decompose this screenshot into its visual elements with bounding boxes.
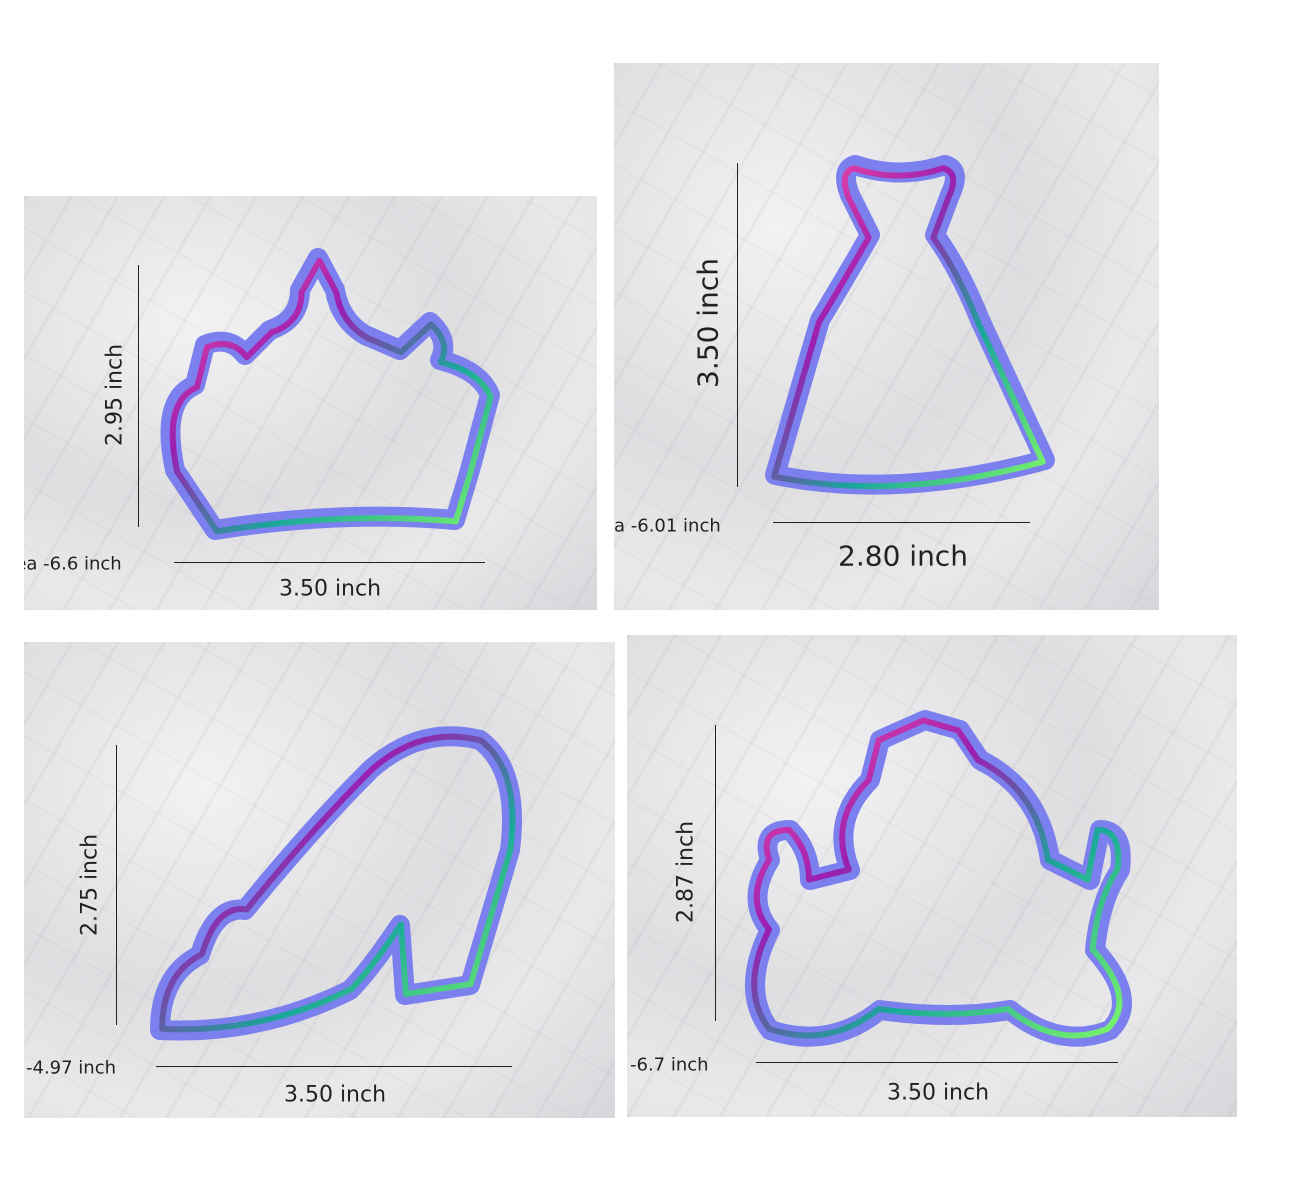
product-panel: 3.50 inch 2.80 inch a -6.01 inch	[614, 63, 1159, 610]
height-line	[715, 725, 716, 1021]
area-label: Area -6.6 inch	[24, 553, 122, 575]
cutter-shape	[150, 726, 522, 1041]
width-label: 3.50 inch	[283, 1082, 387, 1108]
width-line	[773, 522, 1030, 523]
height-label: 2.75 inch	[77, 833, 103, 937]
height-line	[116, 745, 117, 1025]
product-panel: 2.75 inch 3.50 inch -4.97 inch	[24, 642, 615, 1118]
width-line	[156, 1066, 512, 1067]
cutter-shape	[765, 155, 1055, 495]
area-label: -6.7 inch	[630, 1054, 709, 1076]
height-line	[737, 163, 738, 487]
width-line	[174, 562, 485, 563]
width-label: 3.50 inch	[886, 1080, 990, 1106]
width-line	[756, 1062, 1118, 1063]
product-panel: 2.95 inch 3.50 inch Area -6.6 inch	[24, 196, 597, 610]
product-panel: 2.87 inch 3.50 inch -6.7 inch	[627, 635, 1237, 1117]
width-label: 3.50 inch	[278, 576, 382, 602]
height-label: 2.95 inch	[102, 343, 128, 447]
height-label: 2.87 inch	[673, 820, 699, 924]
height-line	[138, 265, 139, 527]
cutter-shape	[160, 248, 500, 540]
width-label: 2.80 inch	[838, 539, 968, 573]
area-label: a -6.01 inch	[614, 515, 721, 537]
height-label: 3.50 inch	[691, 258, 725, 388]
area-label: -4.97 inch	[26, 1057, 117, 1079]
cutter-shape	[745, 710, 1132, 1047]
